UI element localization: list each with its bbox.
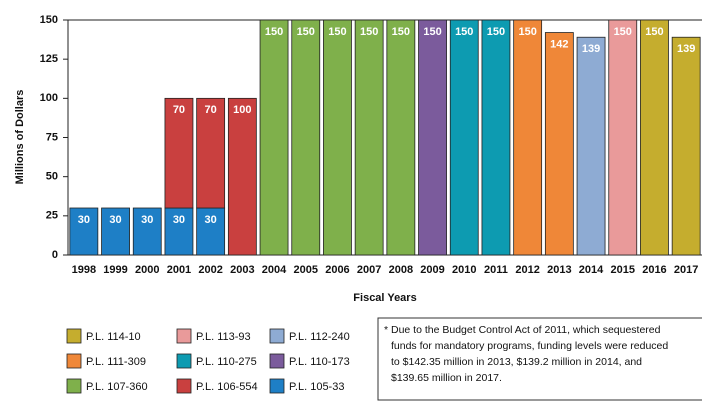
- bar: [323, 19, 352, 256]
- bar: [671, 36, 701, 256]
- x-tick-label: 2007: [357, 264, 381, 276]
- footnote-line: funds for mandatory programs, funding le…: [391, 340, 668, 352]
- bar: [544, 32, 574, 256]
- x-tick-label: 1999: [103, 264, 127, 276]
- bar-value-label: 150: [487, 26, 505, 38]
- bar-value-label: 150: [297, 26, 315, 38]
- x-tick-label: 2012: [515, 264, 539, 276]
- x-tick-label: 2008: [389, 264, 413, 276]
- bar: [132, 207, 162, 256]
- legend-label: P.L. 105-33: [289, 381, 344, 393]
- x-tick-label: 2003: [230, 264, 254, 276]
- x-tick-label: 2009: [420, 264, 444, 276]
- bar-value-label: 150: [518, 26, 536, 38]
- x-tick-label: 2014: [579, 264, 604, 276]
- bar-value-label: 150: [645, 26, 663, 38]
- y-tick-label: 25: [46, 210, 58, 222]
- y-tick-label: 0: [52, 249, 58, 261]
- bar-value-label: 100: [233, 104, 251, 116]
- bar-value-label: 150: [265, 26, 283, 38]
- bar: [513, 19, 543, 256]
- bar: [640, 19, 669, 256]
- x-tick-label: 2006: [325, 264, 349, 276]
- legend-swatch: [66, 378, 82, 394]
- bar-value-label: 142: [550, 38, 568, 50]
- legend-label: P.L. 110-275: [196, 356, 257, 368]
- bar-value-label: 150: [423, 26, 441, 38]
- x-tick-label: 2005: [294, 264, 318, 276]
- bar: [386, 19, 416, 256]
- bar: [418, 19, 447, 256]
- x-axis-title: Fiscal Years: [353, 292, 416, 304]
- x-tick-label: 2015: [611, 264, 635, 276]
- bar: [69, 207, 99, 256]
- bar-value-label: 150: [614, 26, 632, 38]
- x-tick-label: 2002: [198, 264, 222, 276]
- legend-swatch: [269, 328, 285, 344]
- legend-label: P.L. 111-309: [86, 356, 146, 368]
- bar-value-label: 70: [205, 104, 217, 116]
- x-tick-label: 1998: [72, 264, 96, 276]
- legend-label: P.L. 112-240: [289, 331, 350, 343]
- legend-swatch: [269, 353, 285, 369]
- bar: [354, 19, 384, 256]
- x-tick-label: 2013: [547, 264, 571, 276]
- x-tick-label: 2004: [262, 264, 287, 276]
- footnote-line: to $142.35 million in 2013, $139.2 milli…: [391, 356, 642, 368]
- bar: [259, 19, 289, 256]
- y-tick-label: 150: [40, 14, 58, 26]
- legend-swatch: [176, 378, 192, 394]
- bar: [608, 19, 638, 256]
- bar: [227, 97, 257, 256]
- x-tick-label: 2010: [452, 264, 476, 276]
- legend-label: P.L. 114-10: [86, 331, 141, 343]
- bar-value-label: 150: [360, 26, 378, 38]
- legend-swatch: [66, 328, 82, 344]
- x-tick-label: 2000: [135, 264, 159, 276]
- footnote-line: $139.65 million in 2017.: [391, 372, 502, 384]
- y-tick-label: 75: [46, 131, 58, 143]
- bar-value-label: 30: [78, 214, 90, 226]
- x-tick-label: 2011: [484, 264, 508, 276]
- bar: [101, 207, 130, 256]
- bar: [164, 207, 194, 256]
- y-tick-label: 100: [40, 92, 58, 104]
- legend-swatch: [176, 328, 192, 344]
- bar: [481, 19, 511, 256]
- y-tick-label: 50: [46, 171, 58, 183]
- y-tick-label: 125: [40, 53, 58, 65]
- bar-value-label: 30: [109, 214, 121, 226]
- bar-value-label: 30: [141, 214, 153, 226]
- legend-label: P.L. 106-554: [196, 381, 258, 393]
- legend-label: P.L. 110-173: [289, 356, 350, 368]
- x-tick-label: 2016: [642, 264, 666, 276]
- legend-label: P.L. 107-360: [86, 381, 148, 393]
- footnote-line: * Due to the Budget Control Act of 2011,…: [384, 324, 661, 336]
- bar-value-label: 150: [455, 26, 473, 38]
- bar: [196, 97, 226, 209]
- x-tick-label: 2001: [167, 264, 191, 276]
- bar-value-label: 70: [173, 104, 185, 116]
- legend-label: P.L. 113-93: [196, 331, 251, 343]
- y-axis-title: Millions of Dollars: [14, 90, 26, 185]
- legend-swatch: [66, 353, 82, 369]
- bar-value-label: 30: [173, 214, 185, 226]
- bar-value-label: 139: [677, 43, 695, 55]
- bar-value-label: 30: [205, 214, 217, 226]
- bar: [164, 97, 194, 209]
- footnote-box: [377, 317, 702, 401]
- legend-swatch: [269, 378, 285, 394]
- bar-value-label: 139: [582, 43, 600, 55]
- bar: [449, 19, 479, 256]
- bar: [576, 36, 606, 256]
- bar-value-label: 150: [328, 26, 346, 38]
- legend-swatch: [176, 353, 192, 369]
- x-tick-label: 2017: [674, 264, 698, 276]
- bar-value-label: 150: [392, 26, 410, 38]
- bar: [291, 19, 321, 256]
